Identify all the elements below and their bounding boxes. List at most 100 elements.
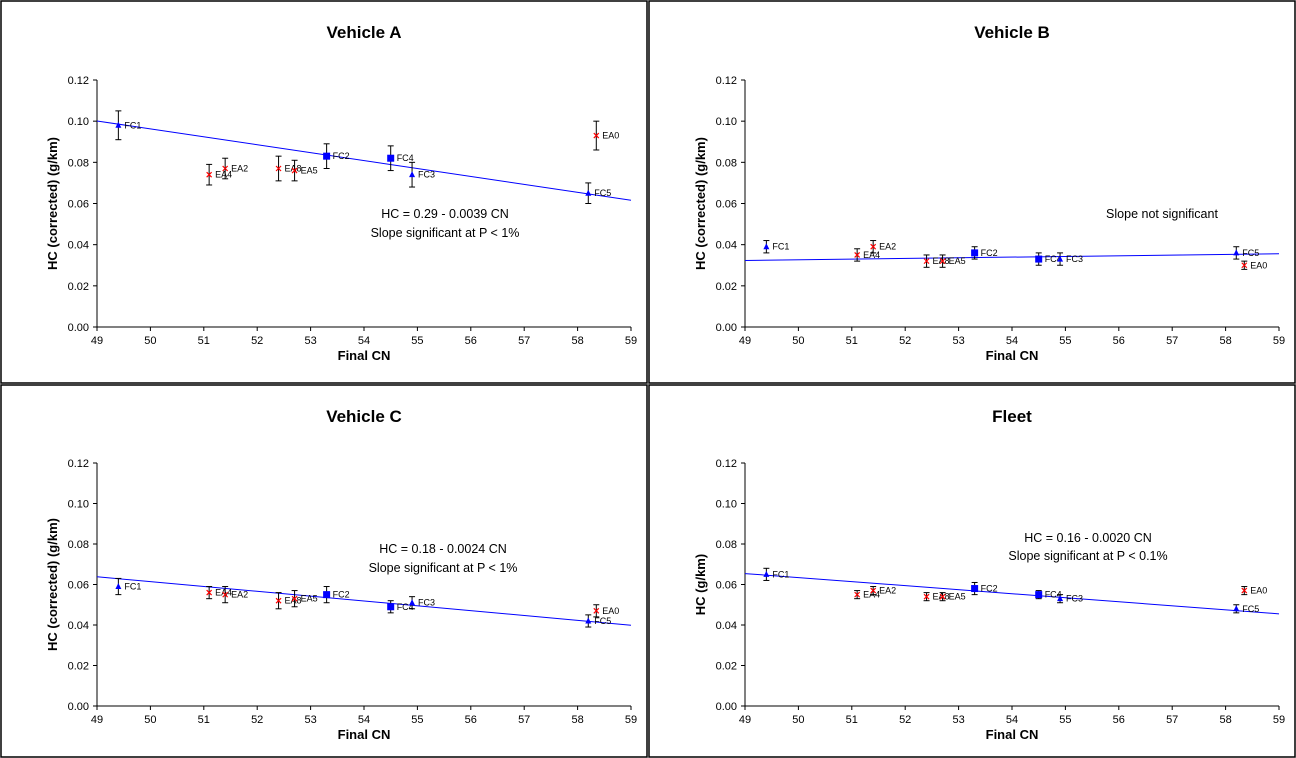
chart-panel-4: Fleet 0.00 0.02 0.04 0.06 0.08 0.10 0.12 49 50 51 5… xyxy=(648,384,1296,758)
data-point-ea4: EA4 xyxy=(206,586,232,600)
data-point-fc2: FC2 xyxy=(323,586,350,604)
x-tick-label: 49 xyxy=(739,335,751,347)
point-label: EA0 xyxy=(602,606,619,616)
x-tick-label: 58 xyxy=(1219,335,1231,347)
y-tick-label: 0.02 xyxy=(716,281,737,293)
x-tick-label: 59 xyxy=(625,714,637,726)
y-tick-label: 0.02 xyxy=(68,661,89,673)
triangle-marker xyxy=(585,189,592,196)
data-point-fc4: FC4 xyxy=(1035,252,1062,266)
x-tick-label: 54 xyxy=(1006,335,1018,347)
x-tick-label: 52 xyxy=(251,714,263,726)
regression-line xyxy=(744,573,1280,615)
x-tick-label: 57 xyxy=(518,714,530,726)
x-marker xyxy=(1241,262,1248,269)
square-marker xyxy=(323,152,331,160)
y-tick-label: 0.04 xyxy=(716,240,737,252)
y-tick-label: 0.10 xyxy=(716,499,737,511)
x-tick-label: 50 xyxy=(144,714,156,726)
x-tick-label: 51 xyxy=(846,714,858,726)
x-marker xyxy=(854,252,861,258)
data-point-fc2: FC2 xyxy=(971,581,998,596)
chart-panel-3: Vehicle C 0.00 0.02 0.04 0.06 0.08 0.10 0.12 49 5… xyxy=(0,384,648,758)
square-marker xyxy=(387,603,395,611)
regression-line xyxy=(96,120,632,201)
triangle-marker xyxy=(409,599,416,606)
triangle-marker xyxy=(763,570,770,577)
point-label: FC1 xyxy=(772,242,789,252)
point-label: FC4 xyxy=(397,602,414,612)
data-point-ea0: EA0 xyxy=(1241,260,1267,270)
data-point-ea2: EA2 xyxy=(222,586,248,604)
panel-border xyxy=(0,384,648,758)
point-label: EA2 xyxy=(879,242,896,252)
y-tick-label: 0.04 xyxy=(68,620,89,632)
x-marker xyxy=(870,243,877,250)
point-label: FC4 xyxy=(1045,254,1062,264)
x-axis-title: Final CN xyxy=(338,348,391,363)
point-label: FC1 xyxy=(124,582,141,592)
square-marker xyxy=(387,154,395,162)
x-tick-label: 54 xyxy=(358,335,370,347)
data-point-ea8: EA8 xyxy=(275,155,302,182)
point-label: FC1 xyxy=(772,569,789,579)
square-marker xyxy=(323,591,331,599)
x-tick-label: 50 xyxy=(792,335,804,347)
point-label: FC5 xyxy=(594,616,611,626)
regression-line xyxy=(744,253,1280,262)
point-label: EA8 xyxy=(933,256,950,266)
chart-title: Vehicle C xyxy=(326,407,402,426)
x-marker xyxy=(206,171,213,178)
triangle-marker xyxy=(585,617,592,624)
y-axis-title: HC (corrected) (g/km) xyxy=(45,518,60,651)
chart-annotation: Slope significant at P < 1% xyxy=(371,226,520,240)
data-point-fc3: FC3 xyxy=(409,161,435,188)
data-point-ea4: EA4 xyxy=(854,590,880,600)
x-tick-label: 49 xyxy=(91,335,103,347)
x-tick-label: 56 xyxy=(465,714,477,726)
chart-panel-1: Vehicle A 0.00 0.02 0.04 0.06 0.08 0.10 0.12 49 5… xyxy=(0,0,648,384)
chart-annotation: Slope significant at P < 1% xyxy=(369,561,518,575)
y-tick-label: 0.00 xyxy=(716,322,737,334)
triangle-marker xyxy=(1057,595,1064,602)
y-tick-label: 0.08 xyxy=(68,157,89,169)
x-tick-label: 50 xyxy=(792,714,804,726)
triangle-marker xyxy=(115,583,122,590)
y-tick-label: 0.10 xyxy=(68,116,89,128)
chart-title: Fleet xyxy=(992,407,1032,426)
data-point-fc1: FC1 xyxy=(763,567,789,581)
point-label: FC5 xyxy=(594,188,611,198)
point-label: EA0 xyxy=(1250,586,1267,596)
data-point-fc1: FC1 xyxy=(115,577,141,596)
point-label: EA5 xyxy=(301,166,318,176)
data-point-fc5: FC5 xyxy=(585,614,611,628)
x-tick-label: 56 xyxy=(1113,714,1125,726)
y-tick-label: 0.12 xyxy=(68,458,89,470)
data-point-ea8: EA8 xyxy=(923,592,950,602)
y-tick-label: 0.08 xyxy=(716,539,737,551)
x-tick-label: 57 xyxy=(1166,335,1178,347)
x-tick-label: 49 xyxy=(739,714,751,726)
y-tick-label: 0.02 xyxy=(716,661,737,673)
x-tick-label: 58 xyxy=(571,335,583,347)
x-tick-label: 55 xyxy=(1059,335,1071,347)
point-label: FC1 xyxy=(124,120,141,130)
x-marker xyxy=(939,258,946,265)
x-marker xyxy=(593,607,600,614)
data-point-fc4: FC4 xyxy=(387,145,414,172)
x-tick-label: 58 xyxy=(571,714,583,726)
x-tick-label: 52 xyxy=(899,714,911,726)
point-label: EA0 xyxy=(1250,260,1267,270)
x-tick-label: 54 xyxy=(1006,714,1018,726)
y-tick-label: 0.12 xyxy=(68,75,89,87)
x-tick-label: 55 xyxy=(1059,714,1071,726)
data-point-ea2: EA2 xyxy=(870,240,896,254)
x-axis-title: Final CN xyxy=(986,727,1039,742)
triangle-marker xyxy=(1233,249,1240,256)
y-tick-label: 0.00 xyxy=(716,701,737,713)
point-label: FC4 xyxy=(1045,590,1062,600)
square-marker xyxy=(971,249,979,257)
x-axis-title: Final CN xyxy=(338,727,391,742)
x-tick-label: 57 xyxy=(518,335,530,347)
x-tick-label: 51 xyxy=(198,714,210,726)
